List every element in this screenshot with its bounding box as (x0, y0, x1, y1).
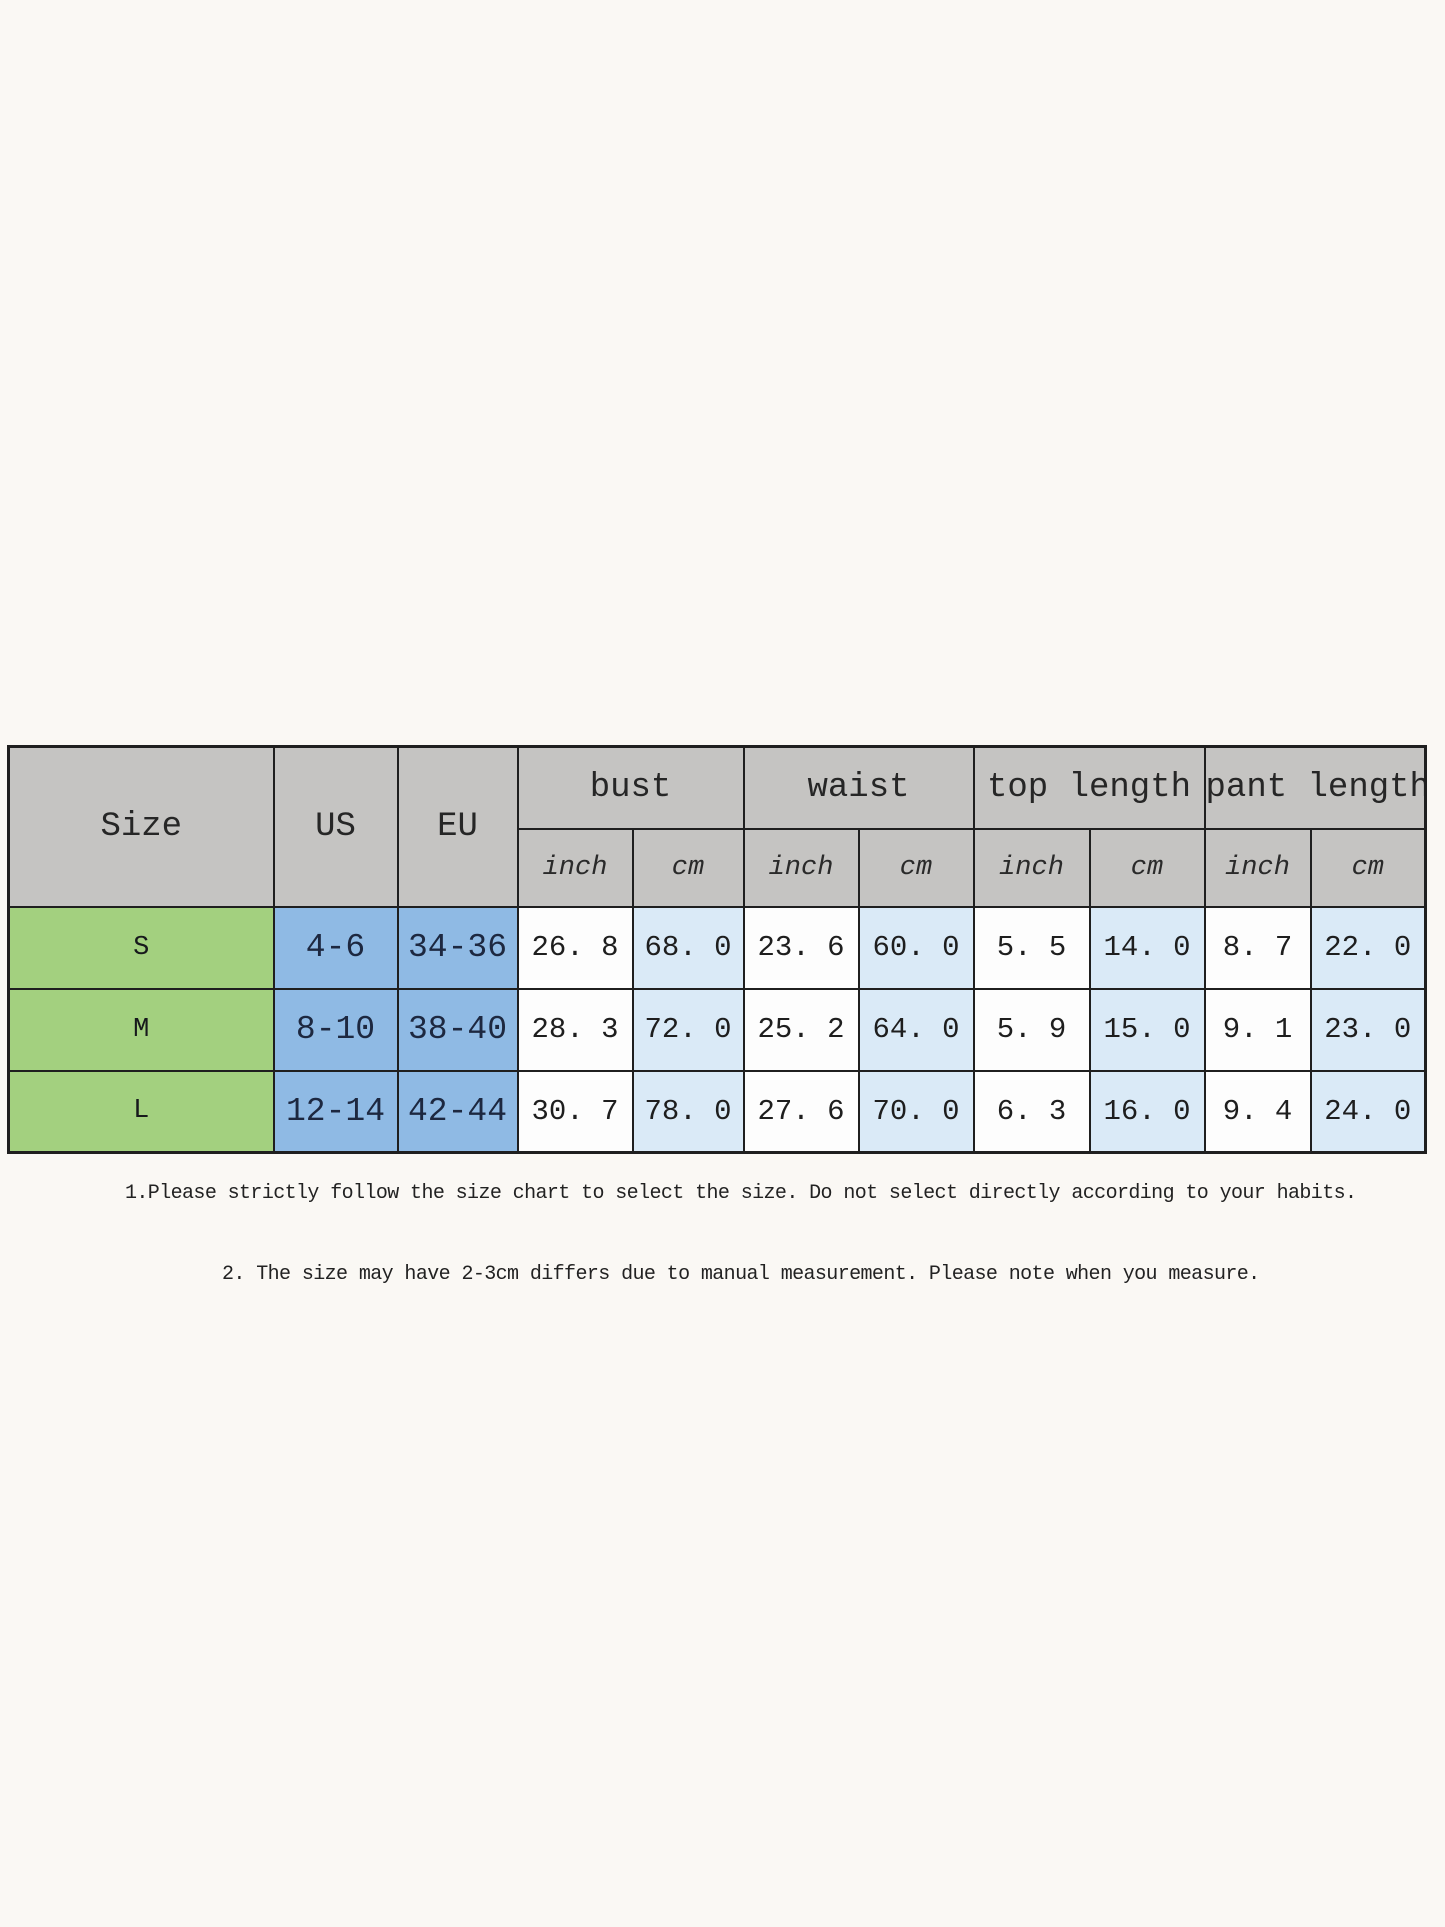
cell-bust-cm-s: 68. 0 (631, 905, 745, 990)
cell-waist-inch-s: 23. 6 (742, 905, 860, 990)
cell-eu-m: 38-40 (396, 987, 519, 1072)
cell-top-length-cm-m: 15. 0 (1088, 987, 1206, 1072)
size-chart-table: Size US EU bust waist top length pant le… (7, 745, 1428, 1154)
header-unit-pant-length-cm: cm (1309, 827, 1427, 908)
cell-size-m: M (7, 987, 275, 1072)
note-size-chart-advice: 1.Please strictly follow the size chart … (125, 1182, 1357, 1205)
cell-pant-length-cm-s: 22. 0 (1309, 905, 1427, 990)
cell-bust-inch-s: 26. 8 (516, 905, 634, 990)
header-row-groups: Size US EU bust waist top length pant le… (7, 745, 1427, 908)
header-eu: EU (396, 745, 519, 908)
cell-top-length-inch-m: 5. 9 (972, 987, 1091, 1072)
cell-size-l: L (7, 1069, 275, 1154)
cell-pant-length-inch-l: 9. 4 (1203, 1069, 1312, 1154)
cell-eu-l: 42-44 (396, 1069, 519, 1154)
header-unit-top-length-inch: inch (972, 827, 1091, 908)
table-row-l: L 12-14 42-44 30. 7 78. 0 27. 6 70. 0 6.… (7, 1069, 1427, 1154)
cell-pant-length-cm-l: 24. 0 (1309, 1069, 1427, 1154)
header-row-units: inch cm inch cm inch cm inch cm (9, 827, 1427, 908)
header-unit-bust-inch: inch (516, 827, 634, 908)
cell-top-length-cm-s: 14. 0 (1088, 905, 1206, 990)
cell-size-s: S (7, 905, 275, 990)
cell-eu-s: 34-36 (396, 905, 519, 990)
header-size: Size (7, 745, 275, 908)
cell-pant-length-cm-m: 23. 0 (1309, 987, 1427, 1072)
table-row-s: S 4-6 34-36 26. 8 68. 0 23. 6 60. 0 5. 5… (7, 905, 1427, 990)
cell-bust-inch-m: 28. 3 (516, 987, 634, 1072)
cell-waist-cm-l: 70. 0 (857, 1069, 975, 1154)
header-group-bust: bust (516, 745, 745, 830)
cell-bust-cm-m: 72. 0 (631, 987, 745, 1072)
cell-top-length-inch-l: 6. 3 (972, 1069, 1091, 1154)
cell-bust-inch-l: 30. 7 (516, 1069, 634, 1154)
cell-pant-length-inch-m: 9. 1 (1203, 987, 1312, 1072)
table-row-m: M 8-10 38-40 28. 3 72. 0 25. 2 64. 0 5. … (7, 987, 1427, 1072)
cell-waist-inch-m: 25. 2 (742, 987, 860, 1072)
cell-pant-length-inch-s: 8. 7 (1203, 905, 1312, 990)
cell-top-length-cm-l: 16. 0 (1088, 1069, 1206, 1154)
header-group-top-length: top length (972, 745, 1206, 830)
cell-us-s: 4-6 (272, 905, 399, 990)
header-unit-waist-inch: inch (742, 827, 860, 908)
cell-waist-cm-m: 64. 0 (857, 987, 975, 1072)
header-unit-bust-cm: cm (631, 827, 745, 908)
cell-top-length-inch-s: 5. 5 (972, 905, 1091, 990)
header-unit-pant-length-inch: inch (1203, 827, 1312, 908)
cell-waist-inch-l: 27. 6 (742, 1069, 860, 1154)
cell-us-l: 12-14 (272, 1069, 399, 1154)
header-us: US (272, 745, 399, 908)
cell-us-m: 8-10 (272, 987, 399, 1072)
cell-waist-cm-s: 60. 0 (857, 905, 975, 990)
note-measurement-tolerance: 2. The size may have 2-3cm differs due t… (222, 1263, 1260, 1286)
cell-bust-cm-l: 78. 0 (631, 1069, 745, 1154)
header-unit-top-length-cm: cm (1088, 827, 1206, 908)
header-group-pant-length: pant length (1203, 745, 1427, 830)
header-group-waist: waist (742, 745, 975, 830)
header-unit-waist-cm: cm (857, 827, 975, 908)
